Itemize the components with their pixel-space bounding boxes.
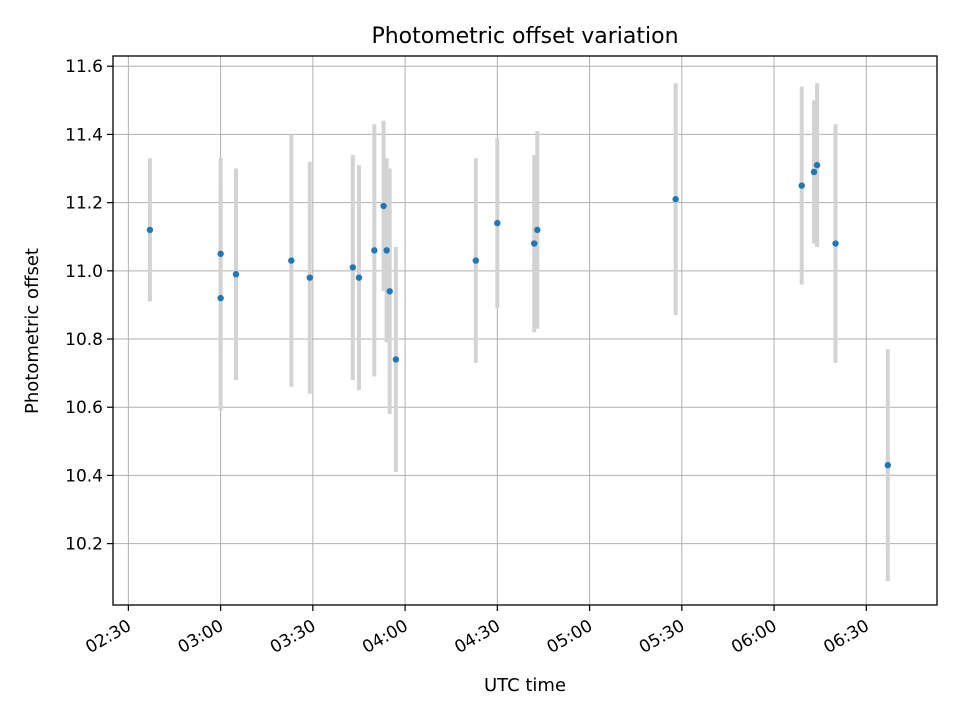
data-point: [232, 271, 240, 278]
data-point: [813, 161, 821, 169]
plot-frame: [112, 55, 938, 606]
data-point: [383, 247, 390, 254]
data-point: [288, 257, 295, 264]
y-axis-ticks: 10.2 10.4 10.6 10.8 11.0 11.2 11.4 11.6: [65, 57, 113, 555]
y-tick-label: 11.0: [65, 262, 103, 282]
data-point: [386, 288, 393, 295]
grid: [113, 56, 937, 605]
data-point: [672, 196, 679, 203]
y-tick-label: 11.4: [65, 125, 103, 145]
data-point: [349, 264, 357, 271]
y-tick-label: 10.4: [65, 466, 103, 486]
data-point: [371, 247, 378, 254]
data-point: [534, 226, 541, 234]
data-point: [355, 274, 363, 281]
data-point: [810, 168, 818, 176]
data-point: [392, 356, 400, 363]
data-points: [146, 161, 892, 469]
data-point: [472, 257, 480, 264]
y-axis-label: Photometric offset: [22, 248, 43, 414]
y-tick-label: 11.2: [65, 194, 103, 214]
x-axis-label: UTC time: [484, 675, 566, 696]
data-point: [146, 226, 154, 234]
data-point: [494, 219, 501, 227]
data-point: [798, 182, 805, 189]
data-point: [531, 240, 538, 247]
y-tick-label: 10.6: [65, 398, 103, 418]
data-point: [832, 240, 839, 247]
data-point: [217, 294, 224, 302]
y-tick-label: 10.2: [65, 535, 103, 555]
y-tick-label: 10.8: [65, 330, 103, 350]
chart-title: Photometric offset variation: [371, 24, 678, 49]
data-point: [884, 461, 892, 469]
y-tick-label: 11.6: [65, 57, 103, 77]
data-point: [306, 274, 313, 281]
data-point: [380, 202, 387, 210]
data-point: [217, 250, 224, 257]
